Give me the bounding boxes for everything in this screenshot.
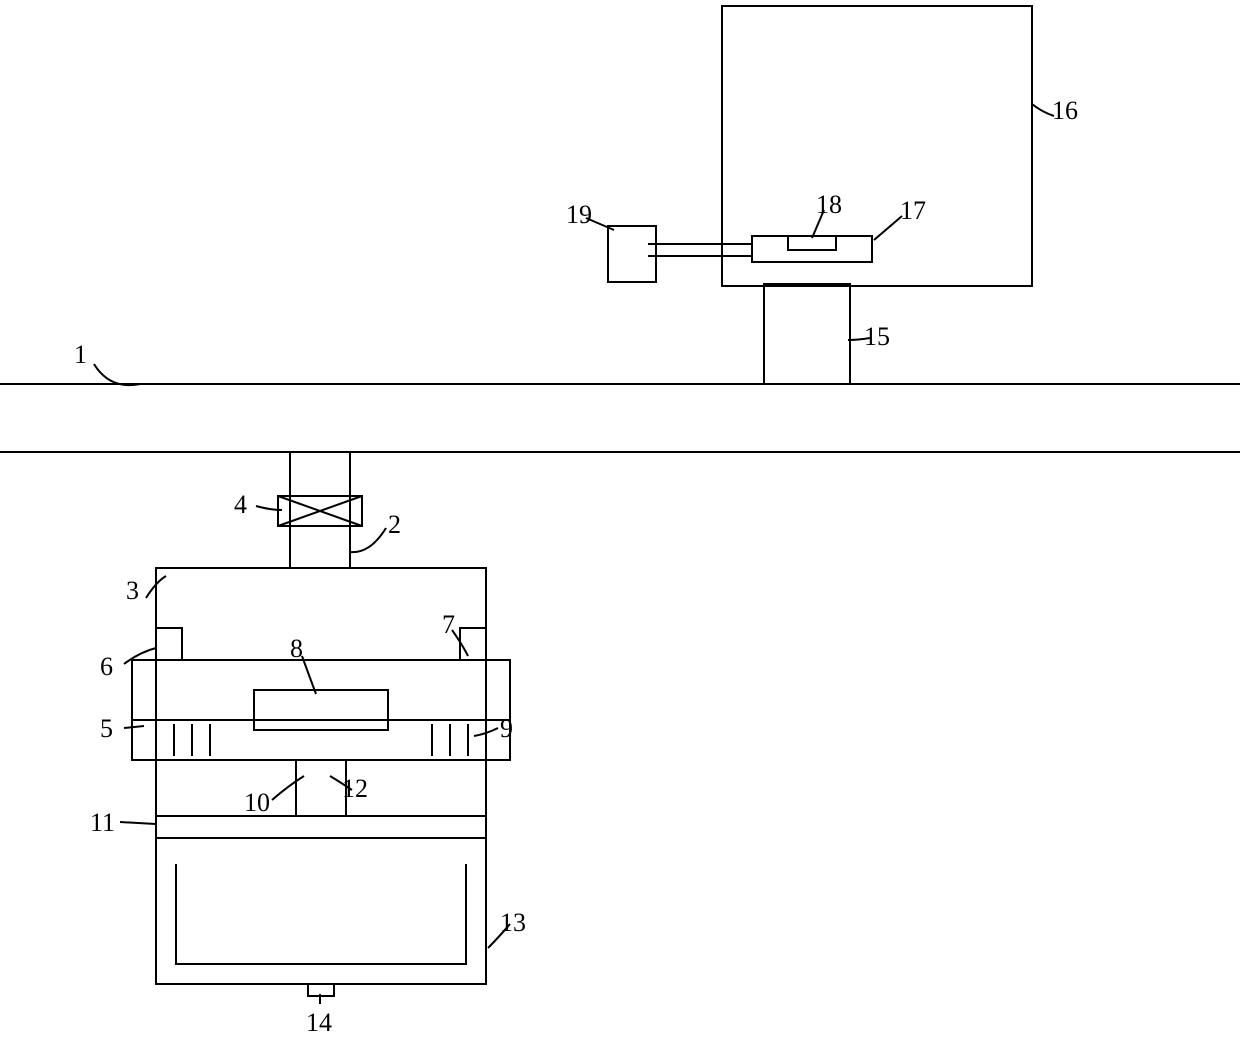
- upper-left-box: [608, 226, 656, 282]
- leader-ld10: [272, 776, 304, 800]
- leader-ld5: [124, 726, 144, 728]
- leader-ld15: [848, 338, 870, 340]
- leader-ld19: [586, 218, 614, 230]
- leader-ld17: [874, 216, 902, 240]
- pillar: [296, 760, 346, 816]
- mid-panel: [132, 720, 510, 760]
- leader-ld6: [124, 648, 156, 664]
- lower-main-box: [156, 568, 486, 984]
- u-tray: [176, 864, 466, 964]
- leader-ld8: [302, 656, 316, 694]
- upper-stand: [764, 284, 850, 384]
- diagram-svg: [0, 0, 1240, 1042]
- upper-panel: [722, 6, 1032, 286]
- diagram-canvas: 12345678910111213141516171819: [0, 0, 1240, 1042]
- inner-rail-left-post: [156, 628, 182, 660]
- leader-ld13: [488, 924, 510, 948]
- leader-ld12: [330, 776, 352, 790]
- inner-box: [254, 690, 388, 730]
- upper-notch: [788, 236, 836, 250]
- leader-ld1: [94, 364, 140, 385]
- leader-ld16: [1032, 104, 1054, 116]
- cross-bar: [156, 816, 486, 838]
- inner-rail-right-post: [460, 628, 486, 660]
- leader-ld2: [350, 528, 386, 552]
- leader-ld11: [120, 822, 156, 824]
- leader-ld18: [812, 210, 824, 238]
